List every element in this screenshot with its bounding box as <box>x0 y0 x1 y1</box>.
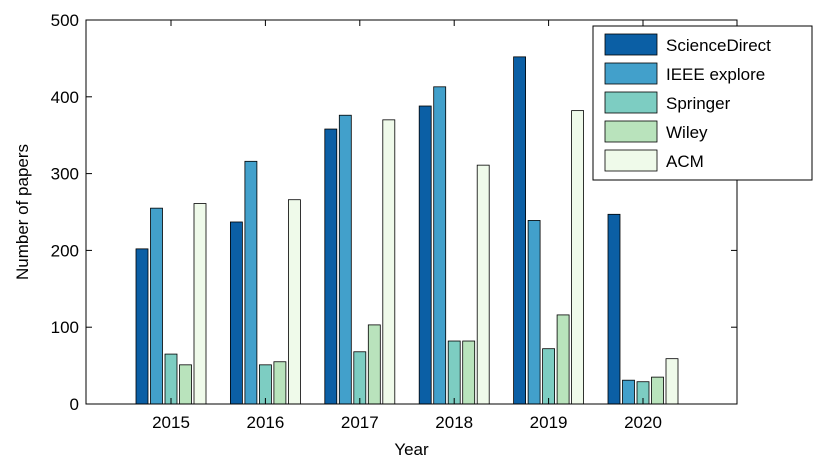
x-axis: 2015 2016 2017 2018 2019 2020 <box>152 20 662 432</box>
bar-ieee-explore-2015 <box>150 207 163 405</box>
y-tick-label: 300 <box>51 165 79 184</box>
bar-sciencedirect-2017 <box>324 128 338 405</box>
bar-springer-2017 <box>353 351 367 405</box>
bar-sciencedirect-2018 <box>418 105 432 405</box>
bar-springer-2015 <box>164 353 178 405</box>
bar-sciencedirect-2019 <box>513 56 526 405</box>
x-tick-label: 2016 <box>246 413 284 432</box>
bar-ieee-explore-2018 <box>433 86 447 405</box>
x-axis-label: Year <box>394 440 429 459</box>
bar-ieee-explore-2020 <box>622 379 635 405</box>
bar-ieee-explore-2016 <box>244 160 258 405</box>
legend-label: ACM <box>666 152 704 171</box>
y-axis: 0 100 200 300 400 500 <box>51 11 737 414</box>
legend-swatch <box>604 62 658 85</box>
plot-frame <box>85 19 738 405</box>
x-tick-label: 2015 <box>152 413 190 432</box>
bar-wiley-2018 <box>462 340 476 405</box>
bar-wiley-2020 <box>651 376 664 405</box>
bar-sciencedirect-2016 <box>229 221 243 405</box>
x-tick-label: 2018 <box>435 413 473 432</box>
x-tick-label: 2020 <box>624 413 662 432</box>
legend-label: IEEE explore <box>666 65 765 84</box>
legend-swatch <box>604 120 658 143</box>
y-axis-label: Number of papers <box>13 144 32 280</box>
bar-springer-2019 <box>542 348 555 405</box>
y-tick-label: 0 <box>70 395 79 414</box>
legend-swatch <box>604 33 658 56</box>
bar-ieee-explore-2017 <box>338 114 352 405</box>
bar-acm-2019 <box>571 110 584 405</box>
bar-acm-2017 <box>382 119 396 405</box>
bar-ieee-explore-2019 <box>527 220 541 405</box>
bar-acm-2015 <box>193 203 207 405</box>
legend: ScienceDirect IEEE explore Springer Wiley AC… <box>592 25 813 181</box>
y-tick-label: 100 <box>51 318 79 337</box>
x-tick-label: 2017 <box>341 413 379 432</box>
bar-sciencedirect-2020 <box>607 213 621 405</box>
bars-group <box>135 56 679 405</box>
y-tick-label: 500 <box>51 11 79 30</box>
legend-label: Springer <box>666 94 731 113</box>
bar-acm-2020 <box>665 358 679 405</box>
legend-swatch <box>604 149 658 172</box>
y-tick-label: 400 <box>51 88 79 107</box>
x-tick-label: 2019 <box>530 413 568 432</box>
bar-springer-2018 <box>447 340 461 405</box>
bar-sciencedirect-2015 <box>135 248 149 405</box>
bar-wiley-2016 <box>273 361 287 405</box>
bar-wiley-2017 <box>367 324 381 405</box>
bar-acm-2018 <box>476 164 490 405</box>
bar-acm-2016 <box>287 199 301 405</box>
bar-wiley-2019 <box>556 314 570 405</box>
y-tick-label: 200 <box>51 241 79 260</box>
bar-wiley-2015 <box>179 364 192 405</box>
legend-label: Wiley <box>666 123 708 142</box>
legend-label: ScienceDirect <box>666 36 771 55</box>
legend-swatch <box>604 91 658 114</box>
